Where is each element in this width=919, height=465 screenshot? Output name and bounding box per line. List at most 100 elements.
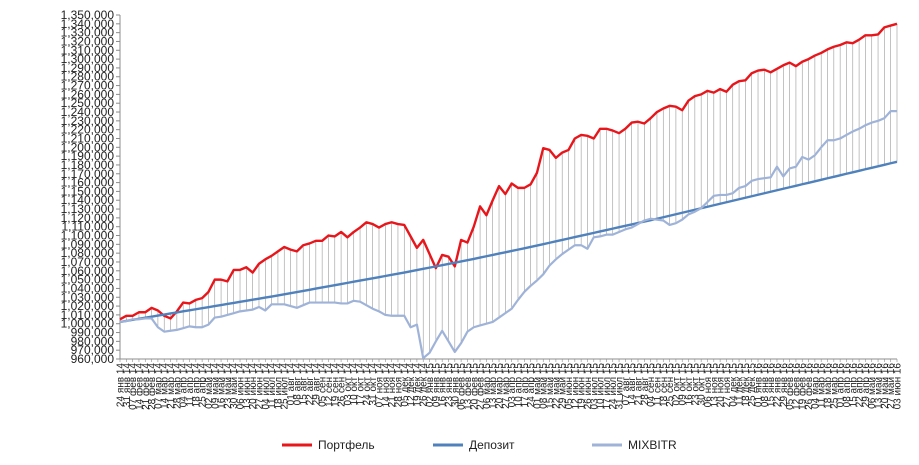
y-tick-label: 1,270,000 [61,79,115,93]
x-tick-label: 20 фев 15 [468,363,480,410]
y-tick-label: 1,320,000 [61,34,115,48]
x-tick-label: 05 сен 14 [318,363,329,407]
y-tick-label: 1,070,000 [61,255,115,269]
plot-area [119,15,897,360]
x-tick-label: 01 апр 16 [836,363,847,408]
x-tick-label: 20 июн 14 [248,363,259,410]
x-tick-label: 08 апр 16 [842,363,853,408]
x-tick-label: 06 май 16 [867,363,878,409]
x-tick-label: 28 мар 14 [172,363,183,409]
x-tick-label: 26 фев 16 [803,363,815,410]
x-tick-label: 16 май 14 [217,363,228,409]
series-lines [119,22,898,360]
x-tick-label: 28 авг 15 [640,363,651,406]
x-tick-label: 04 мар 16 [810,363,821,409]
x-tick-label: 11 июл 14 [267,363,278,409]
y-tick-label: 1,210,000 [61,131,115,145]
x-tick-label: 29 янв 16 [779,363,790,407]
y-tick-label: 1,190,000 [61,149,115,163]
x-tick-label: 17 окт 14 [356,363,367,406]
y-tick-label: 1,240,000 [61,105,115,119]
y-tick-label: 1,350,000 [61,8,115,22]
x-tick-label: 04 апр 14 [179,363,190,408]
x-tick-label: 22 авг 14 [305,363,316,406]
y-tick-label: 1,100,000 [61,229,115,243]
x-tick-label: 04 дек 15 [728,363,739,407]
x-tick-label: 20 май 16 [880,363,891,409]
x-tick-label: 28 ноя 14 [393,363,404,408]
x-tick-label: 01 май 15 [532,363,543,409]
y-tick-label: 1,030,000 [61,290,115,304]
x-tick-label: 26 июн 15 [583,363,594,410]
x-tick-label: 25 июл 14 [280,363,291,410]
x-tick-label: 16 янв 15 [438,363,449,407]
x-tick-label: 13 ноя 15 [709,363,720,408]
series-line-3 [119,110,897,360]
x-tick-label: 27 мар 15 [501,363,512,409]
legend-label: MIXBITR [628,438,677,452]
y-tick-label: 1,150,000 [61,184,115,198]
x-tick-label: 07 ноя 14 [375,363,386,408]
x-tick-label: 06 июн 14 [236,363,247,410]
x-tick-label: 03 окт 14 [343,363,354,406]
x-tick-label: 17 июл 15 [602,363,613,410]
y-tick-label: 1,090,000 [61,237,115,251]
x-tick-label: 21 ноя 14 [387,363,398,408]
x-tick-label: 27 фев 15 [475,363,487,410]
x-tick-label: 04 сен 15 [646,363,657,407]
y-tick-label: 1,020,000 [61,299,115,313]
x-tick-label: 14 фев 14 [133,363,145,410]
x-tick-label: 06 ноя 15 [703,363,714,408]
x-tick-label: 02 май 14 [204,363,215,409]
x-tick-label: 18 сен 15 [659,363,670,407]
y-tick-label: 1,230,000 [61,114,115,128]
x-tick-label: 18 апр 14 [191,363,202,408]
x-tick-label: 12 сен 14 [324,363,335,407]
x-tick-label: 20 мар 15 [495,363,506,409]
x-tick-label: 14 мар 14 [160,363,171,409]
x-tick-label: 10 окт 14 [349,363,360,406]
x-tick-label: 15 янв 16 [766,363,777,407]
x-tick-label: 08 янв 16 [760,363,771,407]
y-tick-label: 1,300,000 [61,52,115,66]
y-axis: 960,000970,000980,000990,0001,000,0001,0… [61,8,120,366]
x-tick-label: 23 май 14 [223,363,234,409]
x-tick-label: 25 дек 15 [747,363,758,407]
x-tick-label: 05 июн 15 [564,363,575,410]
y-tick-label: 1,290,000 [61,61,115,75]
x-tick-label: 24 окт 14 [362,363,373,406]
y-tick-label: 1,280,000 [61,70,115,84]
x-tick-label: 03 июл 15 [589,363,600,410]
x-tick-label: 06 мар 15 [482,363,493,409]
x-tick-label: 30 май 14 [229,363,240,409]
x-tick-label: 25 сен 15 [665,363,676,407]
x-tick-label: 02 окт 15 [671,363,682,406]
y-tick-label: 1,180,000 [61,158,115,172]
y-tick-label: 1,000,000 [61,317,115,331]
x-tick-label: 23 окт 15 [690,363,701,406]
x-tick-label: 28 фев 14 [146,363,158,410]
y-tick-label: 1,330,000 [61,26,115,40]
x-tick-label: 08 авг 14 [292,363,303,406]
x-tick-label: 26 дек 14 [419,363,430,407]
x-tick-label: 13 май 16 [874,363,885,409]
x-tick-label: 27 май 16 [886,363,897,409]
x-tick-label: 30 янв 15 [450,363,461,407]
y-tick-label: 990,000 [71,326,115,340]
x-tick-label: 24 апр 15 [526,363,537,408]
x-tick-label: 21 фев 14 [140,363,152,410]
y-tick-label: 1,060,000 [61,264,115,278]
x-tick-label: 21 мар 14 [166,363,177,409]
x-tick-label: 17 апр 15 [520,363,531,408]
y-tick-label: 1,140,000 [61,193,115,207]
x-tick-label: 29 авг 14 [311,363,322,406]
x-tick-label: 18 мар 16 [823,363,834,409]
y-tick-label: 1,010,000 [61,308,115,322]
x-tick-label: 25 мар 16 [829,363,840,409]
x-tick-label: 22 апр 16 [855,363,866,408]
x-tick-label: 24 июл 15 [608,363,619,410]
y-tick-label: 970,000 [71,343,115,357]
